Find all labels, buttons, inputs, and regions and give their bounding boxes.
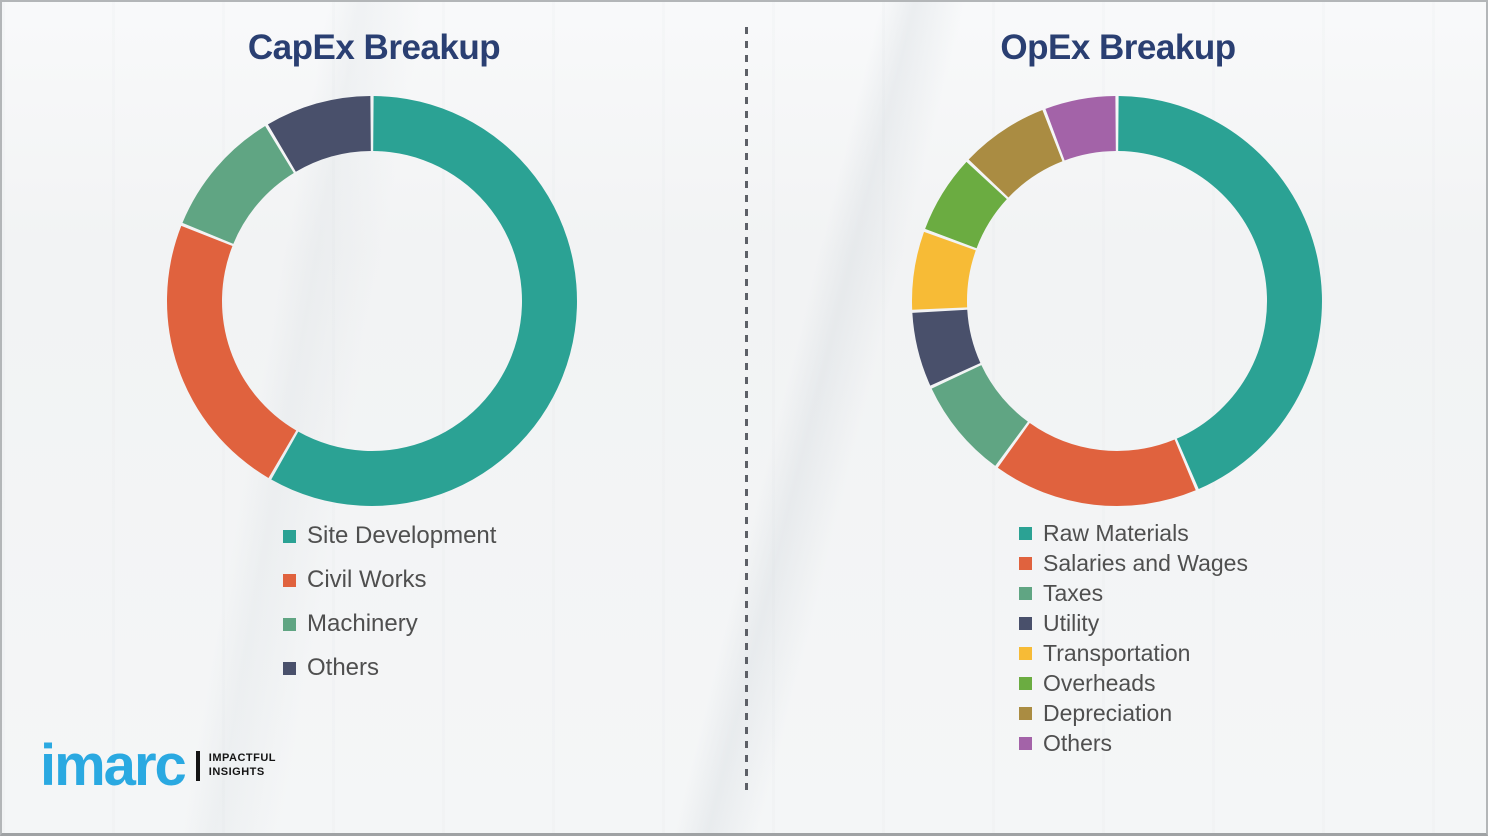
- legend-item-taxes: Taxes: [1019, 578, 1248, 608]
- legend-swatch: [1019, 706, 1032, 720]
- legend-swatch: [1019, 736, 1032, 750]
- legend-label: Machinery: [307, 610, 418, 637]
- donut-segment-overheads: [925, 161, 1007, 249]
- legend-label: Taxes: [1043, 579, 1104, 606]
- opex-legend: Raw Materials Salaries and Wages Taxes Util…: [1019, 518, 1248, 758]
- legend-item-civil-works: Civil Works: [283, 558, 496, 602]
- legend-swatch: [283, 617, 296, 631]
- imarc-logo: imarc IMPACTFUL INSIGHTS: [40, 735, 276, 797]
- legend-swatch: [283, 573, 296, 587]
- donut-segment-machinery: [182, 126, 294, 244]
- donut-segment-depreciation: [968, 110, 1063, 198]
- legend-label: Others: [1043, 729, 1113, 756]
- logo-tagline: IMPACTFUL INSIGHTS: [209, 752, 276, 780]
- legend-item-salaries-and-wages: Salaries and Wages: [1019, 548, 1248, 578]
- opex-chart-title: OpEx Breakup: [1000, 28, 1236, 67]
- legend-swatch: [283, 661, 296, 675]
- legend-item-others: Others: [1019, 728, 1248, 758]
- legend-item-transportation: Transportation: [1019, 638, 1248, 668]
- legend-label: Site Development: [307, 522, 497, 549]
- donut-segment-raw-materials: [1118, 96, 1322, 490]
- imarc-logo-wordmark: imarc: [40, 733, 187, 798]
- donut-segment-taxes: [931, 365, 1028, 466]
- legend-swatch: [283, 529, 296, 543]
- tagline-line1: IMPACTFUL: [208, 752, 277, 765]
- legend-item-overheads: Overheads: [1019, 668, 1248, 698]
- legend-label: Transportation: [1043, 639, 1191, 666]
- capex-panel: CapEx Breakup Site Development Civil Work…: [2, 2, 746, 833]
- legend-label: Others: [307, 654, 380, 681]
- legend-item-depreciation: Depreciation: [1019, 698, 1248, 728]
- opex-panel: OpEx Breakup Raw Materials Salaries and W…: [746, 2, 1486, 833]
- legend-item-utility: Utility: [1019, 608, 1248, 638]
- donut-segment-site-development: [271, 96, 577, 507]
- capex-chart-title: CapEx Breakup: [247, 28, 501, 67]
- legend-swatch: [1019, 616, 1032, 630]
- donut-segment-transportation: [911, 231, 976, 310]
- dashed-divider-line: [745, 27, 748, 794]
- legend-swatch: [1019, 526, 1032, 540]
- legend-swatch: [1019, 646, 1032, 660]
- donut-segment-others: [1045, 96, 1116, 161]
- legend-label: Overheads: [1043, 669, 1156, 696]
- donut-segment-others: [267, 96, 371, 172]
- legend-label: Utility: [1043, 609, 1100, 636]
- opex-donut-chart: [911, 96, 1322, 506]
- donut-segment-utility: [912, 309, 981, 386]
- legend-label: Salaries and Wages: [1043, 549, 1248, 576]
- legend-label: Depreciation: [1043, 699, 1173, 726]
- tagline-line2: INSIGHTS: [208, 766, 265, 778]
- donut-segment-civil-works: [167, 225, 297, 478]
- logo-divider-bar: [195, 751, 200, 781]
- legend-swatch: [1019, 676, 1032, 690]
- capex-legend: Site Development Civil Works Machinery Othe…: [283, 514, 496, 690]
- legend-item-others: Others: [283, 646, 496, 690]
- legend-swatch: [1019, 556, 1032, 570]
- legend-label: Raw Materials: [1043, 519, 1189, 546]
- legend-item-raw-materials: Raw Materials: [1019, 518, 1248, 548]
- capex-donut-chart: [167, 96, 577, 507]
- legend-item-machinery: Machinery: [283, 602, 496, 646]
- legend-item-site-development: Site Development: [283, 514, 496, 558]
- legend-label: Civil Works: [307, 566, 427, 593]
- donut-segment-salaries-and-wages: [997, 423, 1196, 506]
- legend-swatch: [1019, 586, 1032, 600]
